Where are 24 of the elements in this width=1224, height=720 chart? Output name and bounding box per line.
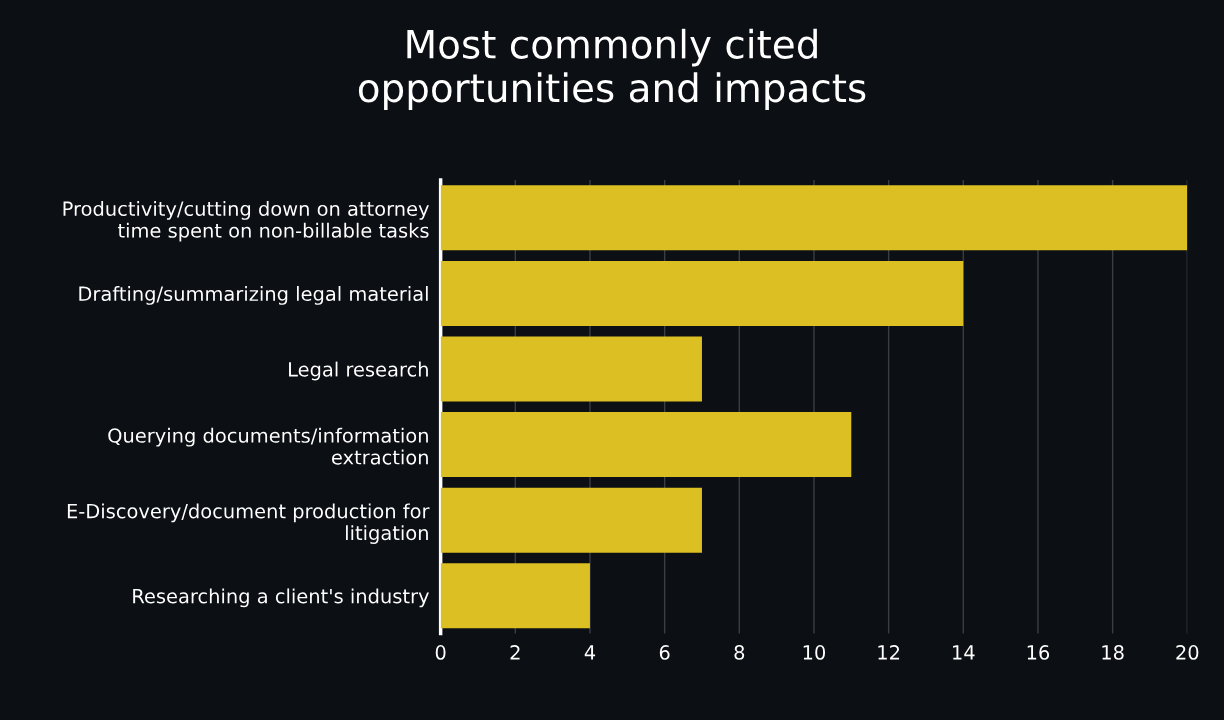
y-tick-label: Drafting/summarizing legal material <box>79 286 428 305</box>
y-tick-label: Researching a client's industry <box>133 588 429 608</box>
x-tick-label: 8 <box>734 645 745 660</box>
bar <box>440 563 590 629</box>
x-tick-label: 10 <box>803 645 826 660</box>
x-tick-label: 12 <box>878 645 900 660</box>
x-tick-label: 4 <box>584 645 596 660</box>
bar <box>440 260 964 326</box>
bar <box>440 336 702 402</box>
x-tick-label: 2 <box>510 645 520 660</box>
chart-title: Most commonly cited opportunities and impacts <box>358 28 866 110</box>
x-tick-label: 6 <box>659 645 670 660</box>
x-tick-label: 16 <box>1027 645 1050 660</box>
bar <box>440 185 1188 251</box>
x-tick-label: 20 <box>1176 645 1199 660</box>
x-tick-label: 14 <box>953 645 975 660</box>
y-tick-label: E-Discovery/document production for litigation <box>67 503 430 544</box>
x-tick-label: 18 <box>1102 645 1124 660</box>
y-tick-label: Legal research <box>289 361 428 381</box>
y-tick-label: Querying documents/information extraction <box>108 427 428 465</box>
y-tick-label: Productivity/cutting down on attorney time spent on non-billable tasks <box>63 201 429 242</box>
bar <box>440 487 702 553</box>
x-tick-label: 0 <box>435 645 446 660</box>
bar <box>440 412 852 478</box>
